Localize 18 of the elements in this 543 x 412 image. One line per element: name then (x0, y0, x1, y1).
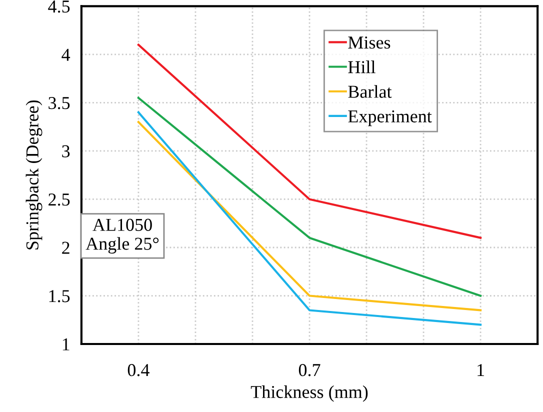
y-axis-title: Springback (Degree) (26, 100, 42, 250)
y-tick-label: 3.5 (48, 97, 70, 110)
legend-label: Mises (348, 36, 390, 49)
y-tick-label: 3 (62, 145, 70, 158)
legend-label: Hill (348, 60, 376, 74)
y-tick-label: 1 (62, 338, 70, 350)
y-tick-label: 1.5 (49, 290, 70, 302)
legend-label: Barlat (348, 85, 392, 98)
y-tick-label: 2.5 (48, 194, 70, 206)
annotation: AL1050 Angle 25° (86, 218, 159, 254)
x-tick-label: 0.7 (298, 364, 320, 376)
y-tick-label: 4.5 (48, 0, 70, 13)
x-tick-label: 1 (478, 364, 484, 376)
y-tick-label: 4 (62, 48, 70, 61)
x-tick-label: 0.4 (128, 364, 150, 376)
legend-label: Experiment (348, 110, 432, 126)
y-tick-label: 2 (62, 242, 70, 254)
x-axis-title: Thickness (mm) (250, 385, 368, 402)
